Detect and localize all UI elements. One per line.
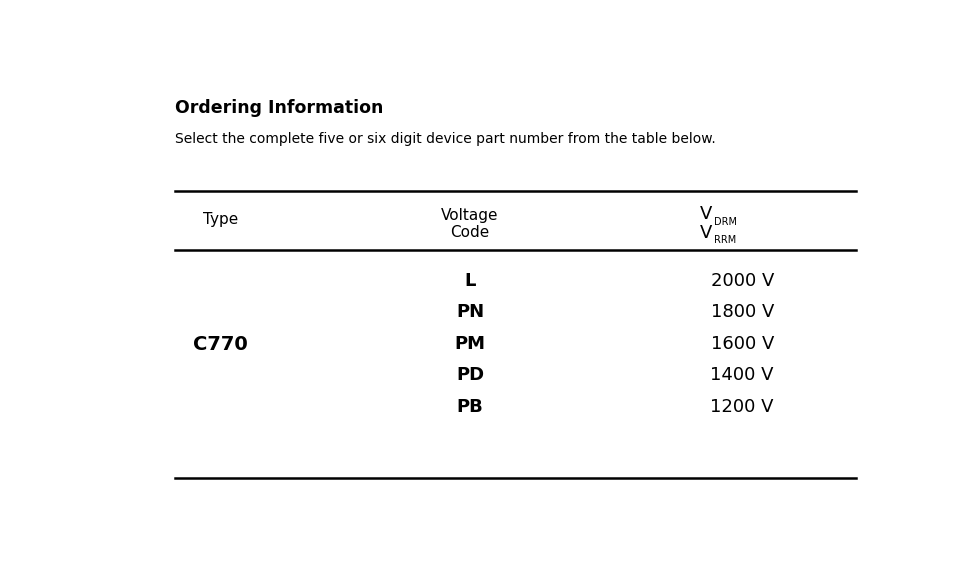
Text: C770: C770 — [193, 335, 248, 354]
Text: 1800 V: 1800 V — [711, 303, 774, 321]
Text: Ordering Information: Ordering Information — [175, 99, 384, 117]
Text: 1200 V: 1200 V — [711, 398, 774, 416]
Text: 2000 V: 2000 V — [711, 272, 774, 290]
Text: Voltage: Voltage — [441, 208, 499, 222]
Text: PB: PB — [457, 398, 483, 416]
Text: Code: Code — [450, 225, 490, 240]
Text: PM: PM — [455, 335, 485, 353]
Text: V: V — [700, 205, 712, 222]
Text: V: V — [700, 224, 712, 242]
Text: DRM: DRM — [713, 217, 737, 226]
Text: Type: Type — [203, 212, 238, 227]
Text: PN: PN — [456, 303, 484, 321]
Text: 1400 V: 1400 V — [711, 366, 774, 385]
Text: Select the complete five or six digit device part number from the table below.: Select the complete five or six digit de… — [175, 132, 715, 146]
Text: RRM: RRM — [713, 236, 736, 245]
Text: L: L — [465, 272, 475, 290]
Text: PD: PD — [456, 366, 484, 385]
Text: 1600 V: 1600 V — [711, 335, 774, 353]
